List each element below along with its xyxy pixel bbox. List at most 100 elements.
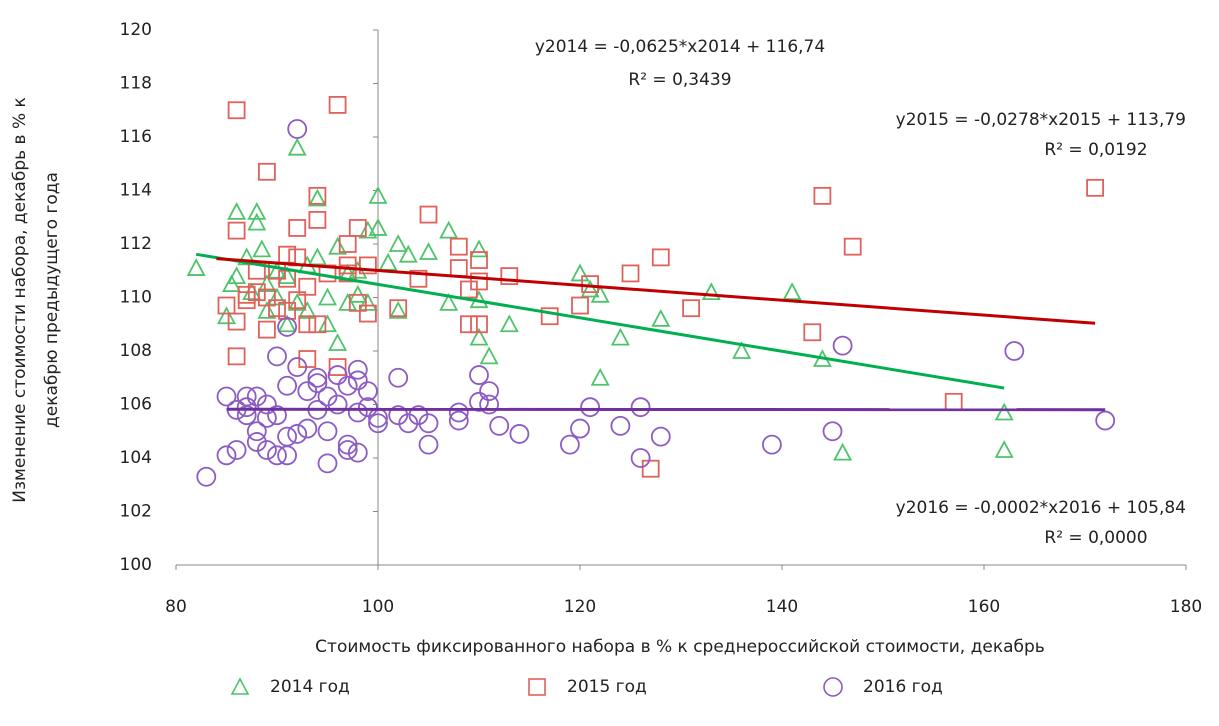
- marker-triangle: [996, 442, 1012, 457]
- marker-square: [623, 265, 639, 281]
- marker-triangle: [188, 260, 204, 275]
- marker-circle: [319, 422, 337, 440]
- x-tick-label: 180: [1170, 597, 1202, 617]
- marker-circle: [288, 120, 306, 138]
- marker-circle: [238, 387, 256, 405]
- marker-triangle: [249, 204, 265, 219]
- marker-triangle: [784, 284, 800, 299]
- marker-square: [683, 300, 699, 316]
- marker-triangle: [390, 236, 406, 251]
- marker-circle: [824, 422, 842, 440]
- marker-triangle: [481, 348, 497, 363]
- marker-square: [289, 220, 305, 236]
- marker-circle: [632, 398, 650, 416]
- marker-square: [643, 461, 659, 477]
- y-tick-label: 116: [120, 127, 152, 147]
- marker-circle: [278, 377, 296, 395]
- marker-square: [259, 164, 275, 180]
- marker-circle: [389, 369, 407, 387]
- marker-circle: [420, 436, 438, 454]
- marker-triangle: [400, 247, 416, 262]
- trend-equation: y2014 = -0,0625*x2014 + 116,74: [535, 37, 825, 57]
- marker-square: [360, 306, 376, 322]
- marker-circle: [248, 422, 266, 440]
- marker-triangle: [309, 249, 325, 264]
- marker-circle: [268, 347, 286, 365]
- marker-triangle: [330, 335, 346, 350]
- marker-circle: [490, 417, 508, 435]
- marker-circle: [581, 398, 599, 416]
- marker-circle: [238, 398, 256, 416]
- marker-square: [309, 212, 325, 228]
- marker-square: [845, 239, 861, 255]
- y-tick-label: 106: [120, 395, 152, 415]
- marker-square: [340, 236, 356, 252]
- marker-square: [471, 252, 487, 268]
- marker-square: [330, 97, 346, 113]
- marker-circle: [1005, 342, 1023, 360]
- x-tick-label: 120: [564, 597, 596, 617]
- marker-square: [946, 394, 962, 410]
- marker-circle: [278, 446, 296, 464]
- marker-triangle: [592, 370, 608, 385]
- marker-circle: [510, 425, 528, 443]
- marker-circle: [632, 449, 650, 467]
- trend-r2: R² = 0,3439: [628, 70, 731, 90]
- marker-circle: [218, 446, 236, 464]
- y-tick-label: 120: [120, 20, 152, 40]
- marker-square: [259, 322, 275, 338]
- x-tick-label: 160: [968, 597, 1000, 617]
- x-tick-label: 140: [766, 597, 798, 617]
- marker-circle: [450, 412, 468, 430]
- marker-circle: [197, 468, 215, 486]
- marker-square: [451, 239, 467, 255]
- y-tick-label: 104: [120, 448, 152, 468]
- legend-label: 2014 год: [270, 677, 350, 697]
- marker-circle: [228, 441, 246, 459]
- x-tick-label: 100: [362, 597, 394, 617]
- marker-circle: [450, 404, 468, 422]
- y-axis-title: декабрю предыдущего года: [42, 172, 62, 428]
- marker-square: [461, 316, 477, 332]
- marker-circle: [571, 420, 589, 438]
- marker-square: [219, 298, 235, 314]
- marker-triangle: [471, 241, 487, 256]
- y-tick-label: 114: [120, 181, 152, 201]
- marker-square: [229, 102, 245, 118]
- marker-triangle: [320, 316, 336, 331]
- y-tick-label: 100: [120, 555, 152, 575]
- y-tick-label: 108: [120, 341, 152, 361]
- marker-square: [421, 207, 437, 223]
- trend-equation: y2015 = -0,0278*x2015 + 113,79: [896, 110, 1186, 130]
- marker-triangle: [232, 679, 248, 694]
- y-tick-label: 102: [120, 502, 152, 522]
- y-tick-label: 118: [120, 74, 152, 94]
- x-tick-label: 80: [165, 597, 187, 617]
- marker-square: [529, 679, 545, 695]
- marker-triangle: [421, 244, 437, 259]
- marker-circle: [652, 428, 670, 446]
- y-tick-label: 110: [120, 288, 152, 308]
- marker-triangle: [441, 223, 457, 238]
- trend-line: [216, 259, 1095, 324]
- marker-square: [1087, 180, 1103, 196]
- marker-triangle: [254, 241, 270, 256]
- marker-circle: [470, 366, 488, 384]
- legend-label: 2015 год: [567, 677, 647, 697]
- marker-circle: [319, 454, 337, 472]
- marker-square: [814, 188, 830, 204]
- marker-triangle: [380, 255, 396, 270]
- marker-triangle: [501, 316, 517, 331]
- x-axis-title: Стоимость фиксированного набора в % к ср…: [315, 637, 1045, 657]
- marker-circle: [834, 337, 852, 355]
- marker-square: [229, 223, 245, 239]
- marker-circle: [611, 417, 629, 435]
- marker-circle: [1096, 412, 1114, 430]
- marker-circle: [349, 361, 367, 379]
- marker-square: [582, 276, 598, 292]
- marker-triangle: [835, 445, 851, 460]
- marker-triangle: [229, 204, 245, 219]
- marker-circle: [349, 404, 367, 422]
- trend-r2: R² = 0,0192: [1044, 140, 1147, 160]
